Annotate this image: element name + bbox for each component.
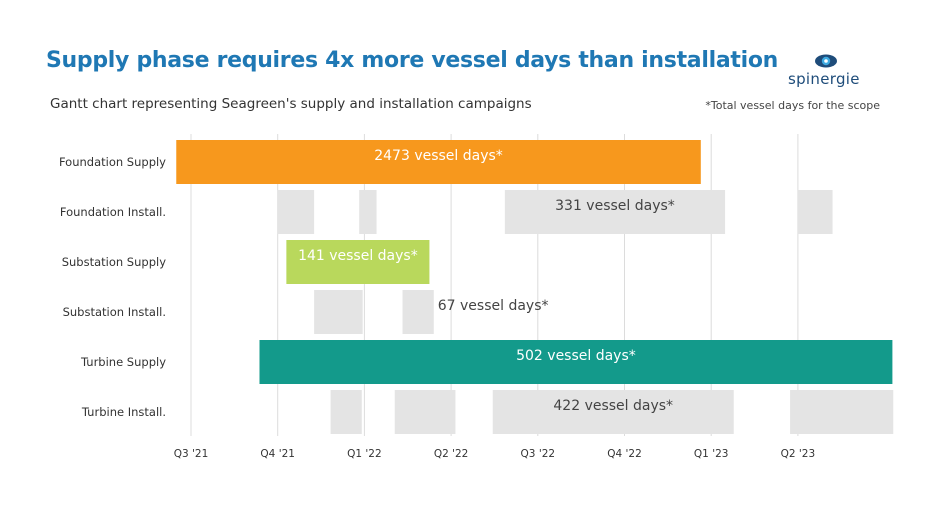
gantt-bar [790, 390, 894, 434]
gantt-bar [394, 390, 456, 434]
gantt-bar [314, 290, 363, 334]
gantt-bar [259, 340, 893, 384]
gantt-bar [330, 390, 362, 434]
row-label: Substation Supply [62, 255, 167, 269]
x-tick-label: Q2 '22 [434, 448, 469, 460]
x-tick-label: Q3 '22 [521, 448, 556, 460]
bar-value-label: 331 vessel days* [555, 198, 675, 214]
x-tick-label: Q1 '22 [347, 448, 382, 460]
eye-icon [815, 54, 837, 68]
gantt-bar [504, 190, 726, 234]
gantt-bar [359, 190, 377, 234]
chart-title: Supply phase requires 4x more vessel day… [46, 48, 778, 73]
row-label: Turbine Supply [80, 355, 166, 369]
row-label: Turbine Install. [81, 405, 166, 419]
x-tick-label: Q3 '21 [174, 448, 209, 460]
gantt-bar [176, 140, 701, 184]
row-label: Substation Install. [63, 305, 166, 319]
gantt-bar [277, 190, 315, 234]
gantt-bar [492, 390, 734, 434]
gantt-bar [402, 290, 434, 334]
bar-value-label: 422 vessel days* [553, 398, 673, 414]
gantt-bar [286, 240, 430, 284]
spinergie-logo: spinergie [788, 52, 872, 94]
x-tick-label: Q2 '23 [781, 448, 816, 460]
footnote: *Total vessel days for the scope [705, 99, 880, 112]
bar-value-label: 502 vessel days* [516, 348, 636, 364]
row-label: Foundation Install. [60, 205, 166, 219]
row-label: Foundation Supply [59, 155, 166, 169]
x-tick-label: Q4 '21 [260, 448, 295, 460]
x-tick-label: Q1 '23 [694, 448, 729, 460]
logo-text: spinergie [788, 70, 860, 88]
gantt-bar [797, 190, 833, 234]
bar-value-label: 67 vessel days* [438, 298, 549, 314]
bar-value-label: 2473 vessel days* [374, 148, 503, 164]
bar-value-label: 141 vessel days* [298, 248, 418, 264]
x-tick-label: Q4 '22 [607, 448, 642, 460]
chart-subtitle: Gantt chart representing Seagreen's supp… [50, 96, 532, 112]
